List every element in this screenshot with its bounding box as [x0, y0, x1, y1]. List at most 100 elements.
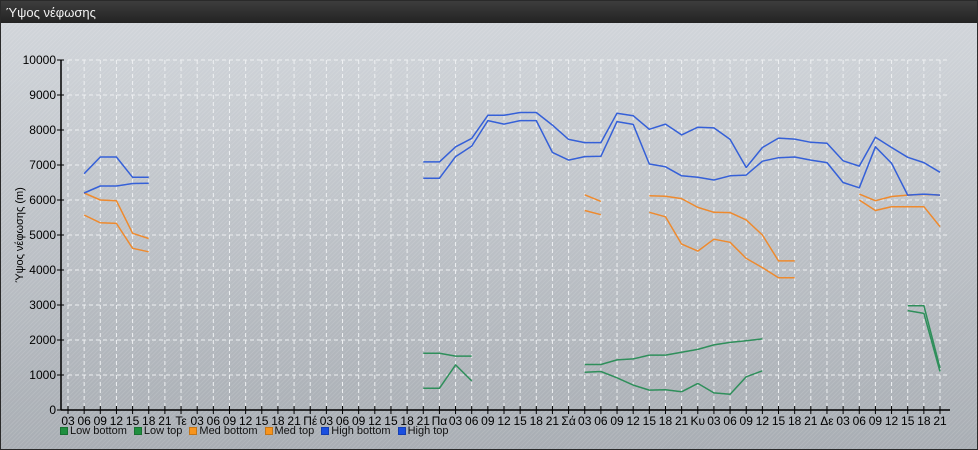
x-tick-label: 06 — [594, 414, 608, 428]
x-tick-label: 21 — [287, 414, 301, 428]
y-tick-label: 2000 — [29, 333, 56, 347]
y-tick-label: 4000 — [29, 263, 56, 277]
series-line-low-bottom — [423, 364, 473, 390]
x-tick-label: 18 — [917, 414, 931, 428]
x-tick-label: 03 — [61, 414, 75, 428]
series-line-med-top — [584, 194, 602, 203]
x-tick-label: 09 — [869, 414, 883, 428]
x-tick-label: 09 — [610, 414, 624, 428]
x-tick-label: 18 — [271, 414, 285, 428]
x-tick-label: 15 — [384, 414, 398, 428]
legend-label: Med top — [274, 425, 315, 437]
x-tick-label: 03 — [320, 414, 334, 428]
x-tick-label: 12 — [756, 414, 770, 428]
x-tick-label: 09 — [223, 414, 237, 428]
x-tick-label: 18 — [788, 414, 802, 428]
x-tick-label: Κυ — [690, 414, 705, 428]
x-tick-label: 06 — [853, 414, 867, 428]
y-tick-label: 10000 — [23, 53, 57, 67]
x-tick-label: Σά — [561, 414, 575, 428]
x-tick-label: Πέ — [303, 414, 318, 428]
x-tick-label: 12 — [368, 414, 382, 428]
x-tick-label: 09 — [352, 414, 366, 428]
x-tick-label: 12 — [885, 414, 899, 428]
x-tick-label: 21 — [804, 414, 818, 428]
series-line-high-bottom — [83, 182, 149, 194]
x-tick-label: Δε — [820, 414, 834, 428]
legend-swatch — [321, 427, 330, 435]
legend-item[interactable]: Med top — [264, 425, 315, 437]
x-tick-label: 21 — [546, 414, 560, 428]
legend-label: Low top — [143, 425, 183, 437]
series-line-med-bottom — [83, 214, 149, 253]
x-tick-label: 09 — [94, 414, 108, 428]
y-tick-label: 9000 — [29, 88, 56, 102]
y-tick-label: 3000 — [29, 298, 56, 312]
x-tick-label: 03 — [578, 414, 592, 428]
series-line-med-top — [649, 195, 795, 262]
x-tick-label: 18 — [530, 414, 544, 428]
x-tick-label: 18 — [400, 414, 414, 428]
x-tick-label: 12 — [239, 414, 253, 428]
series-line-med-top — [83, 192, 149, 240]
legend-item[interactable]: High bottom — [321, 425, 391, 437]
x-axis: 03 06 09 12 15 18 21 Τε 03 06 09 12 15 18 21 Πέ 03 06 09 12… — [61, 406, 950, 428]
legend-label: High bottom — [331, 425, 391, 437]
x-tick-label: 21 — [158, 414, 172, 428]
x-tick-label: 09 — [740, 414, 754, 428]
y-axis: 0 1000 2000 3000 4000 5000 6000 7000 8000 9000 100… — [23, 53, 64, 417]
legend-item[interactable]: High top — [397, 425, 449, 437]
x-tick-label: 06 — [465, 414, 479, 428]
legend-swatch — [264, 427, 273, 435]
y-tick-label: 7000 — [29, 158, 56, 172]
x-tick-label: 15 — [643, 414, 657, 428]
x-tick-label: 18 — [659, 414, 673, 428]
x-tick-label: 06 — [77, 414, 91, 428]
legend-item[interactable]: Low bottom — [60, 425, 127, 437]
legend-item[interactable]: Low top — [133, 425, 183, 437]
series-line-med-bottom — [584, 209, 602, 216]
series-line-med-bottom — [858, 199, 941, 228]
series-line-high-top — [423, 111, 941, 173]
legend-swatch — [397, 427, 406, 435]
x-tick-label: 15 — [772, 414, 786, 428]
x-tick-label: 06 — [723, 414, 737, 428]
x-tick-label: 12 — [627, 414, 641, 428]
legend-swatch — [60, 427, 68, 435]
legend-label: High top — [407, 425, 449, 437]
legend-swatch — [133, 427, 142, 435]
window-title: Ύψος νέφωσης — [1, 1, 977, 23]
series-line-high-top — [83, 156, 149, 179]
x-tick-label: 21 — [933, 414, 947, 428]
series-line-low-top — [584, 338, 763, 366]
x-tick-label: 12 — [110, 414, 124, 428]
x-tick-label: Πα — [432, 414, 448, 428]
legend-swatch — [189, 427, 198, 435]
y-tick-label: 1000 — [29, 368, 56, 382]
legend-item[interactable]: Med bottom — [189, 425, 258, 437]
x-tick-label: 03 — [707, 414, 721, 428]
x-tick-label: 06 — [336, 414, 350, 428]
y-tick-label: 8000 — [29, 123, 56, 137]
x-tick-label: 09 — [481, 414, 495, 428]
grid — [67, 59, 948, 410]
x-tick-label: 03 — [449, 414, 463, 428]
x-tick-label: 18 — [142, 414, 156, 428]
series-line-low-top — [423, 352, 472, 357]
series-lines — [83, 111, 941, 396]
legend-label: Med bottom — [199, 425, 258, 437]
series-line-low-bottom — [584, 370, 763, 396]
y-axis-label: Ύψος νέφωσης (m) — [14, 187, 26, 283]
series-line-low-bottom — [907, 309, 941, 372]
series-line-high-bottom — [423, 119, 941, 196]
series-line-low-top — [907, 304, 941, 369]
x-tick-label: 15 — [126, 414, 140, 428]
x-tick-label: Τε — [175, 414, 187, 428]
x-tick-label: 15 — [901, 414, 915, 428]
legend: Low bottom Low top Med bottom Med top High b… — [60, 425, 449, 437]
y-tick-label: 5000 — [29, 228, 56, 242]
x-tick-label: 15 — [255, 414, 269, 428]
y-tick-label: 0 — [49, 403, 56, 417]
